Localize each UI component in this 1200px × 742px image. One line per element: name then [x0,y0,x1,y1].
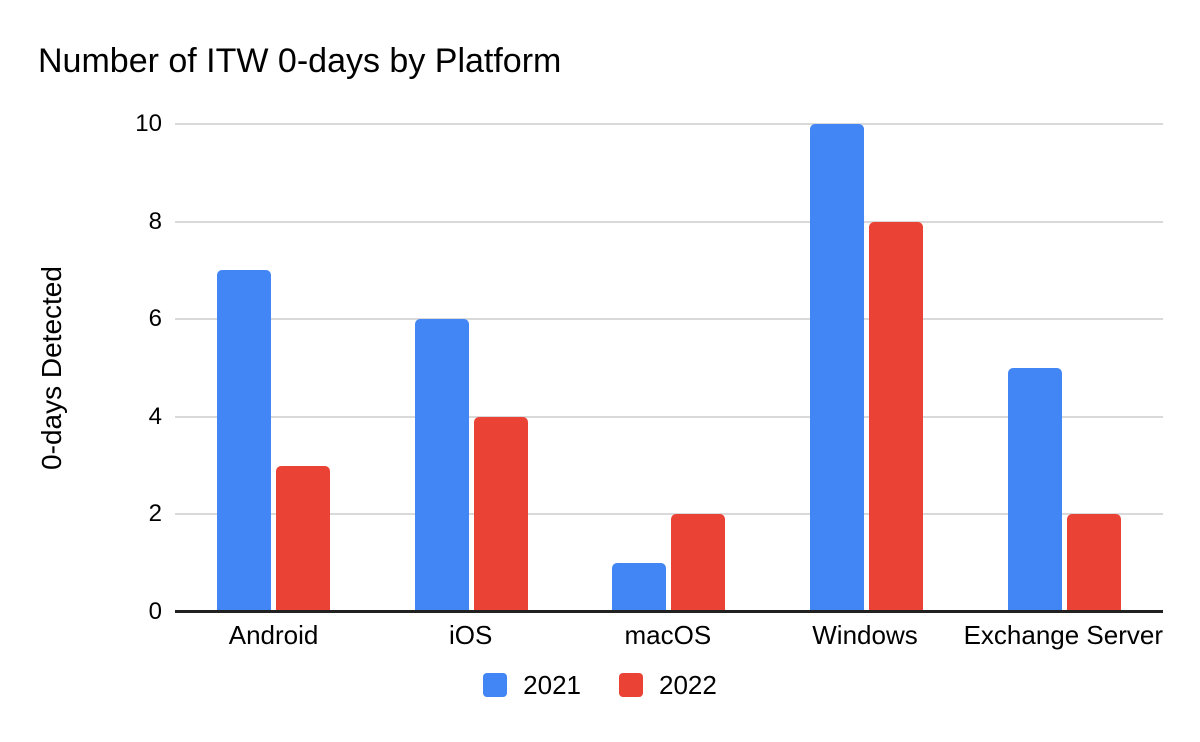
x-label-ios: iOS [449,620,493,650]
bar-group-ios [373,124,571,612]
y-tick-10: 10 [135,110,162,137]
bar-group-exchange-server [965,124,1163,612]
x-label-android: Android [228,620,319,650]
bar-2021-windows [810,124,865,612]
bar-2021-exchange-server [1007,368,1062,612]
gridline-8 [175,220,1163,223]
gridline-6 [175,318,1163,321]
bar-group-macos [570,124,768,612]
bar-pair-windows [810,124,924,612]
legend-swatch-2021 [483,673,508,697]
x-axis-labels: Android iOS macOS Windows Exchange Server [175,620,1163,651]
bar-group-windows [768,124,966,612]
bar-2021-macos [612,563,667,612]
x-axis-line [175,610,1163,613]
legend: 2021 2022 [0,672,1200,698]
bar-pair-ios [414,124,528,612]
plot-area [175,123,1163,612]
legend-label-2021: 2021 [523,670,581,700]
bar-groups [175,124,1163,612]
bar-2022-ios [473,416,528,612]
gridline-4 [175,415,1163,418]
y-tick-0: 0 [148,598,162,625]
bar-pair-macos [612,124,726,612]
legend-item-2021: 2021 [483,672,581,698]
bar-2022-android [276,465,331,612]
gridline-2 [175,513,1163,516]
bar-2022-windows [869,221,924,612]
bar-pair-android [217,124,331,612]
chart-title: Number of ITW 0-days by Platform [38,42,562,80]
y-tick-8: 8 [148,207,162,235]
legend-item-2022: 2022 [619,672,717,698]
x-label-macos: macOS [624,620,712,650]
y-tick-6: 6 [148,305,162,333]
x-label-windows: Windows [812,620,918,650]
y-tick-4: 4 [148,402,162,430]
legend-swatch-2022 [619,673,643,697]
bar-2022-macos [671,514,726,612]
bar-pair-exchange-server [1007,124,1121,612]
bar-group-android [175,124,373,612]
bar-2021-ios [414,319,469,612]
bar-2022-exchange-server [1066,514,1121,612]
y-tick-2: 2 [148,500,162,528]
legend-label-2022: 2022 [659,670,717,700]
gridline-10 [175,123,1163,125]
bar-2021-android [217,270,272,612]
y-axis-ticks: 0 2 4 6 8 10 [0,112,162,624]
x-label-exchange-server: Exchange Server [963,620,1164,650]
